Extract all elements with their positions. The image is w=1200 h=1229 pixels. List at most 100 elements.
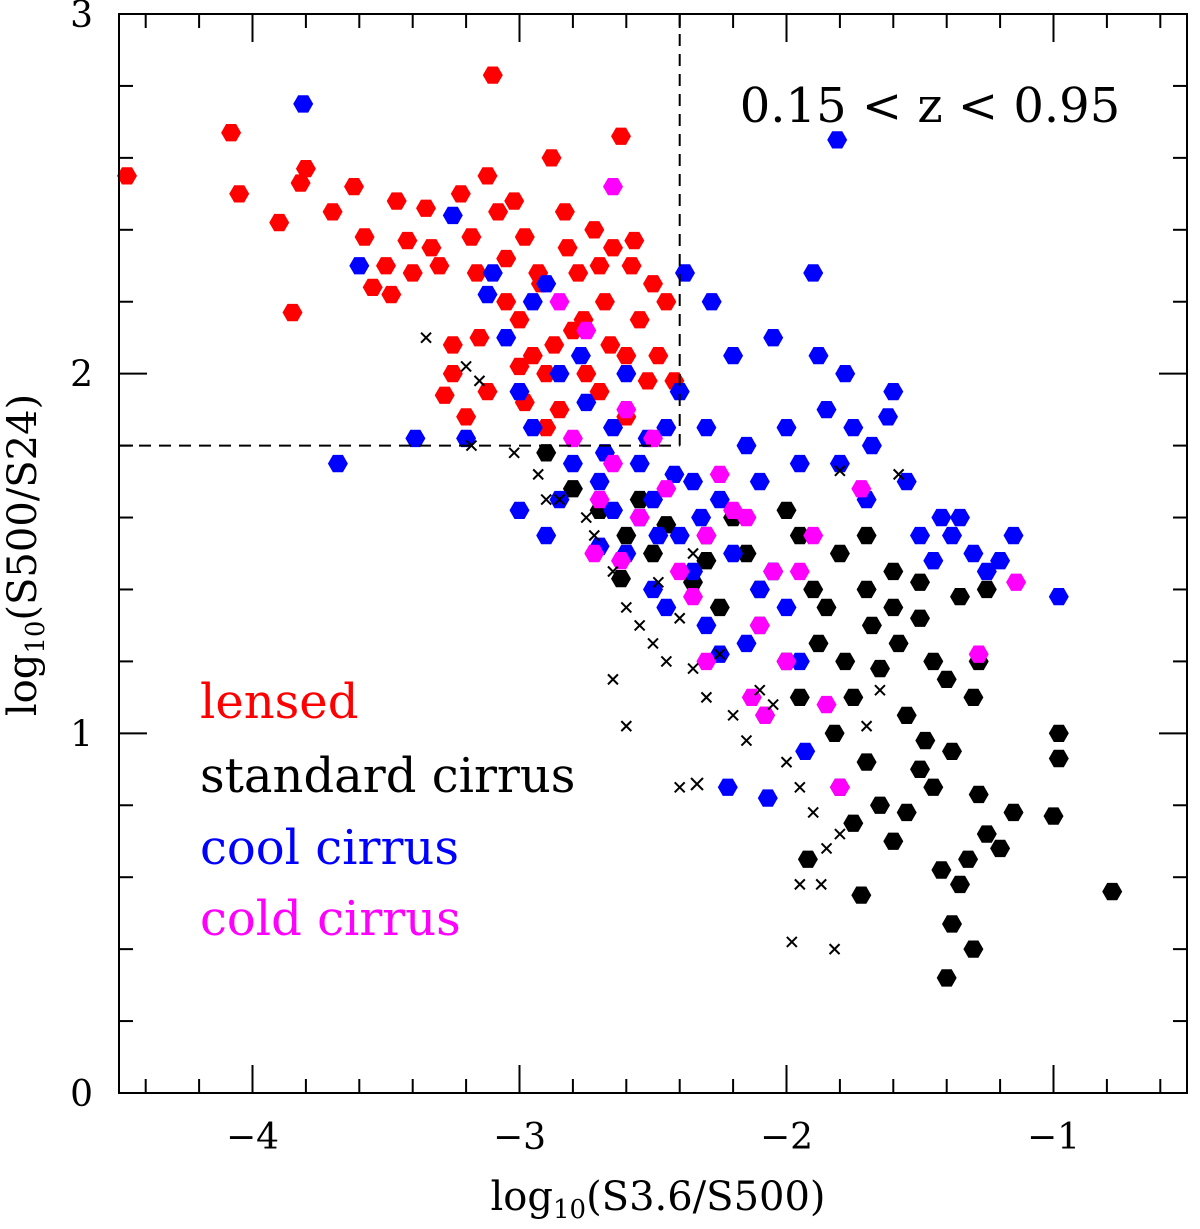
data-point [584, 544, 605, 563]
data-point [931, 508, 952, 527]
data-point-cross [860, 720, 873, 732]
data-point [496, 249, 517, 268]
data-point [536, 419, 557, 437]
data-point [976, 562, 997, 581]
data-point [776, 501, 797, 519]
data-point [656, 293, 677, 311]
data-point [1043, 807, 1064, 825]
data-point [509, 383, 530, 401]
data-point [603, 419, 623, 437]
data-point [611, 127, 631, 145]
data-point [749, 580, 770, 599]
data-point-cross [820, 842, 833, 855]
data-point-cross [652, 576, 665, 588]
data-point [723, 544, 744, 563]
data-point [549, 401, 570, 419]
data-point [643, 275, 663, 293]
data-point [843, 688, 864, 706]
data-point [696, 419, 717, 437]
data-point [976, 580, 997, 599]
y-axis-title: log10(S500/S24) [0, 394, 51, 716]
data-point [509, 357, 530, 376]
data-point [568, 264, 589, 282]
data-point [442, 206, 463, 225]
data-point [603, 501, 623, 519]
data-point [829, 544, 850, 563]
data-point [696, 652, 717, 671]
data-point [589, 383, 610, 401]
data-point [883, 832, 904, 850]
y-tick-label: 0 [70, 1074, 93, 1115]
data-point [696, 552, 717, 570]
data-point [594, 293, 615, 311]
data-point [416, 199, 436, 217]
data-point [509, 311, 530, 329]
data-point [536, 526, 557, 545]
data-point [835, 365, 856, 383]
data-point [600, 336, 621, 354]
data-point [536, 275, 557, 293]
data-point [827, 131, 848, 149]
data-point [616, 401, 637, 419]
data-point [883, 562, 904, 581]
data-point [293, 95, 314, 113]
legend-entry: lensed [200, 674, 358, 730]
data-point [570, 347, 591, 365]
x-tick-label: −1 [1027, 1117, 1080, 1158]
data-point [870, 796, 890, 814]
data-point [870, 659, 890, 678]
data-point-cross [754, 684, 766, 696]
data-point [656, 480, 677, 498]
data-point [549, 365, 570, 383]
data-point [763, 562, 784, 581]
data-point [488, 203, 509, 221]
data-marks [117, 66, 1123, 987]
data-point-cross [540, 493, 552, 506]
data-point [450, 185, 471, 203]
data-point [803, 526, 824, 545]
data-point [701, 293, 722, 311]
data-point [290, 174, 311, 192]
data-point [589, 472, 610, 491]
legend-entry: cold cirrus [200, 891, 461, 947]
data-point-cross [727, 709, 739, 722]
data-point-cross [673, 612, 686, 624]
data-point [896, 803, 917, 822]
data-point [629, 454, 650, 473]
data-point [675, 264, 695, 282]
data-point [381, 285, 402, 304]
data-point [683, 472, 703, 491]
data-point [736, 634, 757, 653]
data-point [557, 239, 578, 257]
data-point-cross [687, 662, 699, 675]
data-point-cross [834, 828, 846, 840]
data-point-cross [473, 375, 486, 387]
data-point-cross [807, 806, 819, 819]
data-point [514, 228, 535, 246]
legend: lensed standard cirrus cool cirrus cold cir… [200, 674, 704, 947]
data-point [923, 552, 944, 570]
data-point [643, 580, 663, 599]
data-point [327, 454, 348, 473]
data-point [776, 652, 797, 671]
data-point [466, 264, 487, 282]
data-point [749, 472, 770, 491]
x-tick-labels: −4 −3 −2 −1 [226, 1117, 1080, 1158]
data-point [816, 598, 837, 617]
data-point [795, 742, 816, 760]
data-point [421, 239, 442, 257]
data-point-cross [465, 439, 478, 452]
data-point [541, 149, 562, 167]
data-point [603, 239, 623, 257]
data-point [963, 940, 984, 958]
data-point [856, 753, 877, 771]
legend-entry: standard cirrus [200, 748, 575, 804]
data-point [589, 490, 610, 509]
data-point-cross [794, 878, 806, 891]
data-point [942, 742, 962, 760]
data-point [344, 178, 364, 196]
data-point [322, 203, 343, 221]
data-point-cross [767, 698, 779, 711]
data-point [589, 257, 610, 275]
data-point [269, 213, 290, 232]
